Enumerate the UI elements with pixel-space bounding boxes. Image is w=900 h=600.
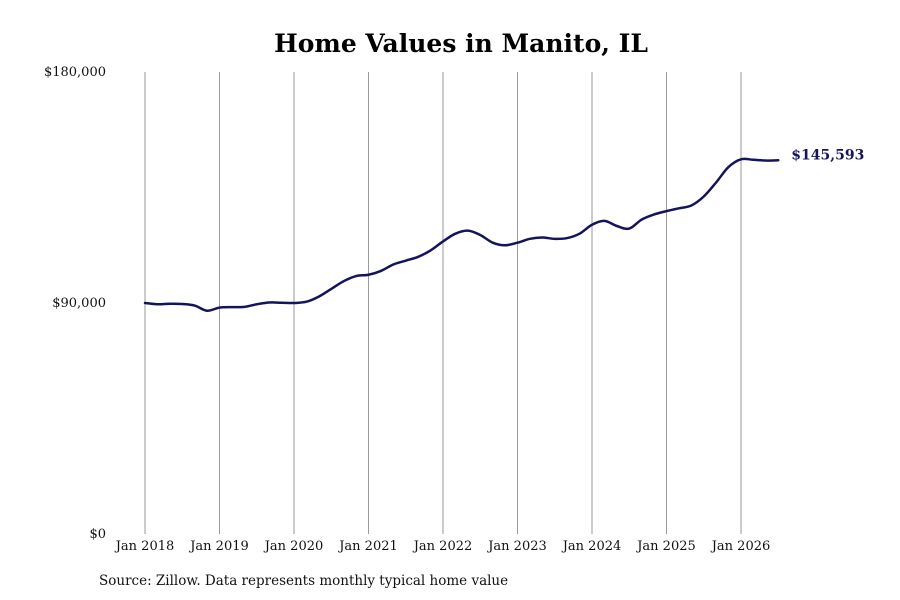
x-tick-label: Jan 2018 xyxy=(114,539,175,554)
x-tick-label: Jan 2024 xyxy=(561,539,622,554)
x-tick-label: Jan 2020 xyxy=(263,539,324,554)
x-tick-label: Jan 2025 xyxy=(635,539,696,554)
x-tick-label: Jan 2019 xyxy=(188,539,249,554)
source-note: Source: Zillow. Data represents monthly … xyxy=(99,573,509,589)
y-tick-label: $0 xyxy=(89,527,106,542)
gridlines xyxy=(144,72,742,534)
x-tick-label: Jan 2023 xyxy=(486,539,547,554)
y-tick-label: $180,000 xyxy=(44,65,106,80)
x-tick-label: Jan 2021 xyxy=(337,539,398,554)
y-axis: $0 $90,000 $180,000 xyxy=(44,65,106,542)
x-axis: Jan 2018 Jan 2019 Jan 2020 Jan 2021 Jan 2022… xyxy=(114,539,771,554)
series-line-0 xyxy=(143,157,780,312)
x-tick-label: Jan 2022 xyxy=(412,539,473,554)
x-tick-label: Jan 2026 xyxy=(710,539,771,554)
chart-title: Home Values in Manito, IL xyxy=(274,29,648,58)
series-end-label: $145,593 xyxy=(791,147,864,163)
series-layer: $145,593 xyxy=(143,147,864,312)
y-tick-label: $90,000 xyxy=(52,296,106,311)
